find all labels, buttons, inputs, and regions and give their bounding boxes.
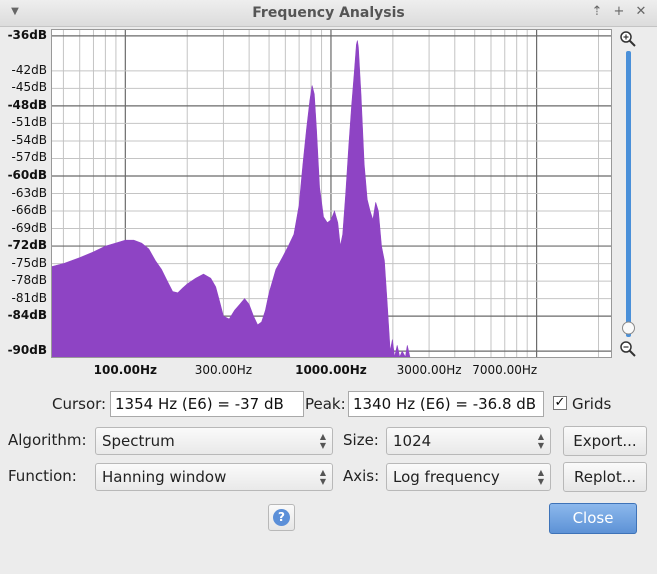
export-button[interactable]: Export... bbox=[563, 426, 647, 456]
x-tick-label: 3000.00Hz bbox=[396, 363, 462, 377]
axis-label: Axis: bbox=[343, 467, 380, 485]
peak-field[interactable]: 1340 Hz (E6) = -36.8 dB bbox=[348, 391, 544, 417]
zoom-track[interactable] bbox=[626, 51, 631, 337]
y-tick-label: -84dB bbox=[7, 308, 47, 323]
y-tick-label: -75dB bbox=[11, 255, 47, 270]
select-arrows-icon: ▲ ▼ bbox=[319, 468, 326, 486]
grids-checkbox[interactable]: ✓ bbox=[553, 395, 567, 410]
size-value: 1024 bbox=[393, 432, 432, 450]
peak-label: Peak: bbox=[305, 395, 346, 413]
x-tick-label: 1000.00Hz bbox=[295, 363, 367, 377]
y-tick-label: -81dB bbox=[11, 290, 47, 305]
select-arrows-icon: ▲ ▼ bbox=[537, 468, 544, 486]
pin-icon[interactable]: ⇡ bbox=[591, 4, 603, 19]
y-tick-label: -63dB bbox=[11, 185, 47, 200]
spectrum-plot[interactable] bbox=[51, 29, 612, 358]
close-window-icon[interactable]: ✕ bbox=[635, 4, 647, 19]
replot-button[interactable]: Replot... bbox=[563, 462, 647, 492]
help-icon: ? bbox=[273, 509, 290, 526]
y-tick-label: -48dB bbox=[7, 97, 47, 112]
help-button[interactable]: ? bbox=[268, 504, 295, 531]
y-tick-label: -45dB bbox=[11, 80, 47, 95]
zoom-slider[interactable] bbox=[616, 29, 642, 359]
y-tick-label: -36dB bbox=[7, 27, 47, 42]
y-tick-label: -78dB bbox=[11, 273, 47, 288]
window-title: Frequency Analysis bbox=[252, 5, 405, 21]
x-tick-label: 300.00Hz bbox=[194, 363, 253, 377]
algorithm-value: Spectrum bbox=[102, 432, 175, 450]
maximize-icon[interactable]: + bbox=[613, 4, 625, 19]
spectrum-area bbox=[52, 40, 411, 357]
y-tick-label: -57dB bbox=[11, 150, 47, 165]
y-tick-label: -90dB bbox=[7, 343, 47, 358]
x-tick-label: 7000.00Hz bbox=[472, 363, 538, 377]
zoom-out-icon[interactable] bbox=[620, 341, 636, 357]
size-select[interactable]: 1024 ▲ ▼ bbox=[386, 427, 551, 455]
y-tick-label: -51dB bbox=[11, 115, 47, 130]
x-tick-label: 100.00Hz bbox=[93, 363, 157, 377]
cursor-label: Cursor: bbox=[52, 395, 107, 413]
y-tick-label: -69dB bbox=[11, 220, 47, 235]
y-tick-label: -60dB bbox=[7, 167, 47, 182]
zoom-in-icon[interactable] bbox=[620, 31, 636, 47]
algorithm-label: Algorithm: bbox=[8, 431, 87, 449]
function-select[interactable]: Hanning window ▲ ▼ bbox=[95, 463, 333, 491]
axis-value: Log frequency bbox=[393, 468, 500, 486]
y-tick-label: -66dB bbox=[11, 203, 47, 218]
y-tick-label: -42dB bbox=[11, 62, 47, 77]
function-label: Function: bbox=[8, 467, 77, 485]
size-label: Size: bbox=[343, 431, 379, 449]
spectrum-chart bbox=[52, 30, 611, 357]
select-arrows-icon: ▲ ▼ bbox=[537, 432, 544, 450]
y-tick-label: -72dB bbox=[7, 238, 47, 253]
window-menu-icon[interactable]: ▼ bbox=[11, 6, 19, 17]
zoom-handle[interactable] bbox=[622, 321, 635, 335]
select-arrows-icon: ▲ ▼ bbox=[319, 432, 326, 450]
algorithm-select[interactable]: Spectrum ▲ ▼ bbox=[95, 427, 333, 455]
y-tick-label: -54dB bbox=[11, 132, 47, 147]
cursor-field[interactable]: 1354 Hz (E6) = -37 dB bbox=[110, 391, 304, 417]
title-bar: ▼ Frequency Analysis ⇡ + ✕ bbox=[0, 0, 657, 27]
grids-label: Grids bbox=[572, 395, 612, 413]
function-value: Hanning window bbox=[102, 468, 227, 486]
axis-select[interactable]: Log frequency ▲ ▼ bbox=[386, 463, 551, 491]
close-button[interactable]: Close bbox=[549, 503, 637, 534]
